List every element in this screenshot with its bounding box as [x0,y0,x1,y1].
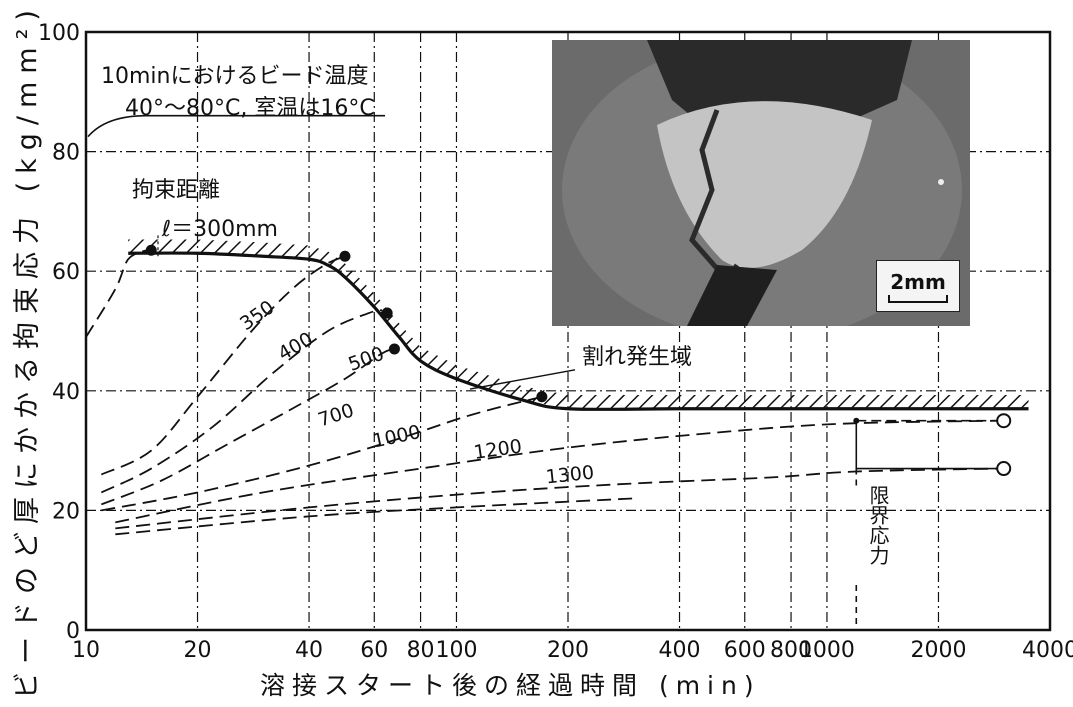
series-line-350 [100,255,346,476]
x-tick-label: 60 [360,638,388,663]
limit-stress-label: 限界応力 [866,485,890,565]
x-tick-label: 40 [295,638,323,663]
series-label-400: 400 [274,328,316,365]
scale-bar-label: 2mm [890,269,946,294]
crack-zone-hatch [128,239,1029,409]
critical-curve-group [128,251,1029,412]
crack-zone-band [128,239,1029,409]
micrograph-image [552,40,970,326]
restraint-value: ℓ＝300mm [162,217,278,242]
micrograph-inset: 2mm [552,40,970,326]
x-tick-label: 1000 [799,638,855,663]
markers-group [145,244,1012,477]
measured-point [339,250,351,262]
y-axis-label: ビードのど厚にかかる拘束応力 (kg/mm²) [11,1,43,699]
series-line-500 [101,348,393,506]
scale-bar: 2mm [876,260,960,312]
y-axis-label-box: ビードのど厚にかかる拘束応力 (kg/mm²) [6,2,43,699]
x-tick-label: 200 [547,638,589,663]
series-line-1000 [115,419,1004,524]
measured-point [536,391,548,403]
series-line-300mm [85,249,147,338]
plot-border [84,30,1052,632]
y-tick-label: 40 [52,380,80,405]
scale-bar-line [888,294,948,303]
measured-point [388,343,400,355]
y-tick-label: 60 [52,260,80,285]
y-tick-label: 0 [66,619,80,644]
crack-zone-leader [469,369,576,390]
x-tick-label: 600 [724,638,766,663]
x-tick-label: 800 [770,638,812,663]
crack-zone-label: 割れ発生域 [582,345,693,370]
series-line-700 [101,395,543,512]
series-label-1000: 1000 [371,421,423,453]
y-tick-label: 80 [52,141,80,166]
x-tick-label: 4000 [1022,638,1073,663]
series-label-1300: 1300 [545,462,595,489]
limit-point [996,461,1012,477]
series-label-700: 700 [315,399,356,431]
leader-lines [87,114,997,630]
series-line-400 [100,309,383,494]
bead-temp-line2: 40°～80°C, 室温は16°C [125,96,375,121]
plot-frame [84,30,1052,632]
limit-junction-dot [853,417,860,424]
limit-point [996,413,1012,429]
x-tick-label: 80 [407,638,435,663]
x-tick-label: 400 [659,638,701,663]
bead-temp-line1: 10minにおけるビード温度 [101,64,369,89]
series-line-1300 [115,497,634,536]
x-tick-label: 20 [184,638,212,663]
x-tick-label: 2000 [910,638,966,663]
critical-curve [128,251,1029,412]
series-label-1200: 1200 [472,435,523,464]
measured-point [381,307,393,319]
series-label-500: 500 [345,343,387,376]
y-tick-label: 20 [52,499,80,524]
x-tick-label: 10 [72,638,100,663]
measured-point [145,244,157,256]
restraint-title: 拘束距離 [132,178,221,203]
bead-temp-leader [87,114,385,138]
series-label-350: 350 [236,296,278,335]
x-tick-label: 100 [435,638,477,663]
x-axis-label: 溶接スタート後の経過時間 (min) [260,671,761,700]
y-tick-label: 100 [38,21,80,46]
